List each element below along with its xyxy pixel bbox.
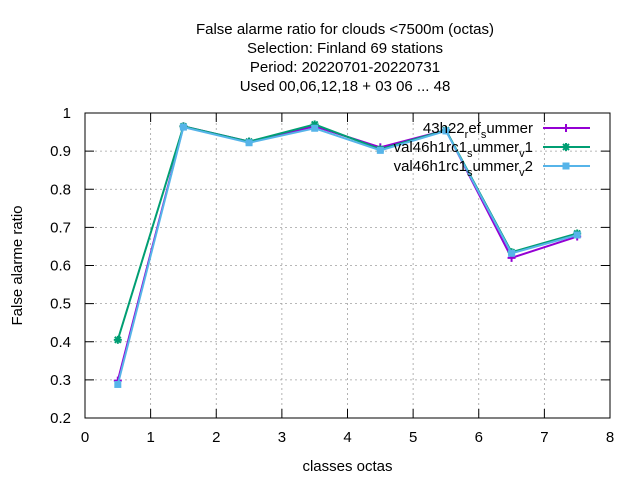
series: [113, 120, 582, 388]
data-point: [311, 124, 319, 132]
y-axis-label: False alarme ratio: [9, 205, 26, 325]
x-tick-label: 8: [606, 429, 614, 446]
title-line-2: Selection: Finland 69 stations: [247, 40, 443, 57]
legend: 43h22refsummerval46h1rc1summerv1val46h1r…: [394, 120, 590, 179]
x-tick-label: 2: [212, 429, 220, 446]
data-point: [179, 123, 187, 131]
series-3: [114, 123, 581, 388]
x-tick-label: 3: [278, 429, 286, 446]
data-point: [113, 335, 122, 344]
y-tick-label: 0.9: [50, 143, 71, 160]
y-tick-label: 0.2: [50, 410, 71, 427]
y-tick-label: 0.6: [50, 258, 71, 275]
title-line-3: Period: 20220701-20220731: [250, 59, 440, 76]
y-tick-label: 0.5: [50, 296, 71, 313]
chart-title: False alarme ratio for clouds <7500m (oc…: [196, 21, 494, 95]
title-line-4: Used 00,06,12,18 + 03 06 ... 48: [240, 78, 451, 95]
x-axis-ticks: 0 1 2 3 4 5 6 7 8: [81, 113, 614, 446]
legend-label-1: 43h22refsummer: [423, 120, 533, 141]
data-point: [114, 380, 122, 388]
data-point: [508, 249, 516, 257]
y-tick-label: 0.4: [50, 334, 71, 351]
y-axis-ticks: 0.2 0.3 0.4 0.5 0.6 0.7 0.8 0.9 1: [50, 105, 610, 427]
title-line-1: False alarme ratio for clouds <7500m (oc…: [196, 21, 494, 38]
plot-frame: [84, 112, 611, 419]
series-line: [116, 123, 578, 341]
y-tick-label: 1: [63, 105, 71, 122]
data-point: [376, 146, 384, 154]
legend-marker: [562, 143, 570, 151]
x-tick-label: 4: [343, 429, 351, 446]
grid: [85, 113, 610, 418]
legend-label-2: val46h1rc1summerv1: [394, 139, 533, 160]
legend-marker: [562, 124, 570, 132]
data-point: [573, 231, 581, 239]
data-point: [442, 127, 450, 135]
x-tick-label: 5: [409, 429, 417, 446]
legend-label-3: val46h1rc1summerv2: [394, 158, 533, 179]
legend-marker: [562, 162, 570, 170]
x-tick-label: 6: [475, 429, 483, 446]
y-tick-label: 0.7: [50, 219, 71, 236]
x-axis-label: classes octas: [302, 458, 392, 475]
x-tick-label: 0: [81, 429, 89, 446]
x-tick-label: 1: [146, 429, 154, 446]
x-tick-label: 7: [540, 429, 548, 446]
y-tick-label: 0.3: [50, 372, 71, 389]
y-tick-label: 0.8: [50, 181, 71, 198]
series-line: [116, 125, 578, 385]
data-point: [245, 139, 253, 147]
